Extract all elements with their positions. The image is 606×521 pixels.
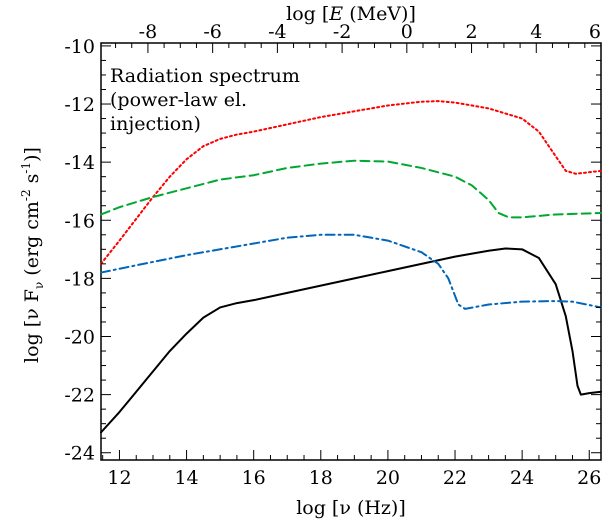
y-axis-title-s: s <box>21 174 43 190</box>
top-tick-label: 0 <box>401 21 413 43</box>
y-tick-label: -12 <box>64 94 95 116</box>
top-axis-title: log [E (MeV)] <box>286 3 416 25</box>
top-tick-label: -6 <box>203 21 222 43</box>
x-tick-label: 22 <box>443 467 467 489</box>
x-tick-label: 12 <box>107 467 131 489</box>
x-tick-label: 18 <box>309 467 333 489</box>
annotation-line-3: injection) <box>110 113 201 135</box>
ticks-group: 12 14 16 18 20 22 24 26-8 -6 -4 -2 0 2 4 6-10-12-14-16… <box>64 21 602 489</box>
annotation-line-1: Radiation spectrum <box>110 65 300 87</box>
y-axis-title-main: log [ν F <box>21 289 43 363</box>
series-group <box>100 100 602 434</box>
y-axis-title-exp1: -2 <box>19 189 33 201</box>
top-axis-title-pre: log [ <box>286 3 329 25</box>
x-tick-label: 26 <box>577 467 601 489</box>
series-line-1 <box>100 247 602 434</box>
x-axis-title: log [ν (Hz)] <box>296 497 406 519</box>
y-axis-title: log [ν Fν (erg cm-2 s-1)] <box>19 147 46 363</box>
y-axis-title-exp2: -1 <box>19 162 33 174</box>
y-axis-title-sub: ν <box>32 282 46 289</box>
top-tick-label: -2 <box>333 21 352 43</box>
annotation-line-2: (power-law el. <box>110 89 247 111</box>
x-tick-label: 14 <box>174 467 198 489</box>
y-tick-label: -20 <box>64 326 95 348</box>
x-tick-label: 20 <box>376 467 400 489</box>
top-axis-title-var: E <box>328 3 343 25</box>
y-tick-label: -10 <box>64 36 95 58</box>
top-tick-label: -4 <box>268 21 287 43</box>
plot-frame <box>100 42 602 461</box>
top-axis-title-post: (MeV)] <box>343 3 416 25</box>
top-tick-label: 4 <box>530 21 542 43</box>
series-line-3 <box>100 159 602 219</box>
series-line-4 <box>100 233 602 310</box>
top-tick-label: 2 <box>466 21 478 43</box>
top-tick-label: -8 <box>139 21 158 43</box>
top-tick-label: 6 <box>589 21 601 43</box>
y-tick-label: -22 <box>64 385 95 407</box>
y-tick-label: -16 <box>64 210 95 232</box>
y-tick-label: -18 <box>64 268 95 290</box>
x-tick-label: 16 <box>242 467 266 489</box>
x-tick-label: 24 <box>510 467 534 489</box>
y-axis-title-unit: (erg cm <box>21 201 43 282</box>
y-axis-title-close: )] <box>21 147 43 162</box>
series-line-2 <box>100 100 602 265</box>
y-tick-label: -14 <box>64 152 95 174</box>
y-tick-label: -24 <box>64 443 95 465</box>
plot-frame-group <box>100 42 602 461</box>
